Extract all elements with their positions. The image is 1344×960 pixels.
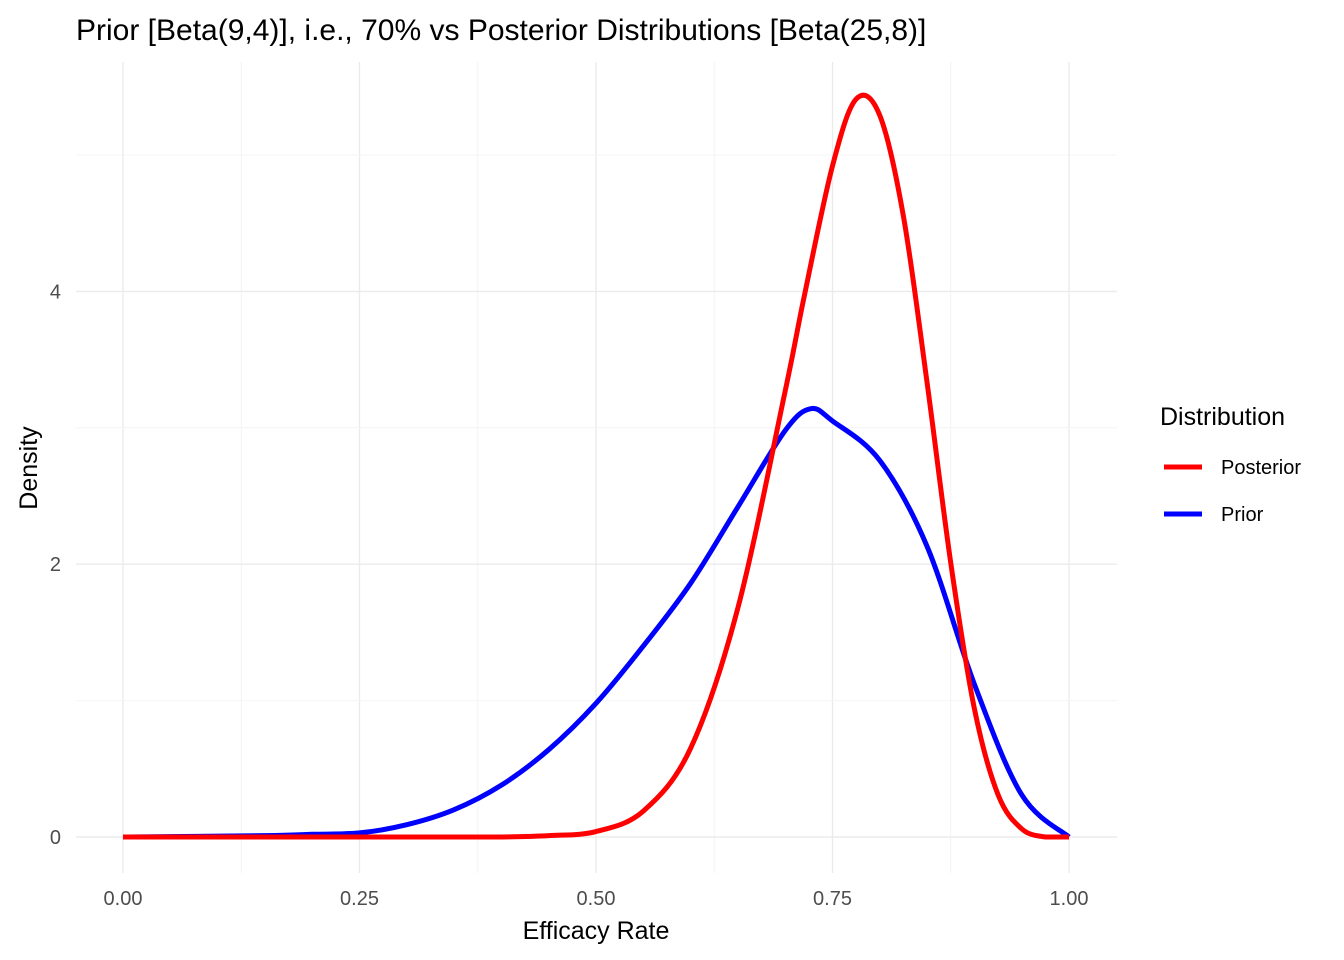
legend: Distribution Posterior Prior (1160, 403, 1301, 526)
y-tick-label: 2 (50, 554, 61, 576)
y-tick-label: 4 (50, 281, 61, 303)
x-tick-label: 1.00 (1050, 888, 1089, 910)
legend-item-prior: Prior (1164, 504, 1264, 526)
y-tick-label: 0 (50, 827, 61, 849)
legend-label-posterior: Posterior (1221, 457, 1301, 479)
series-lines (122, 92, 1071, 840)
prior-density-line (122, 405, 1071, 840)
legend-title: Distribution (1160, 403, 1285, 431)
x-tick-label: 0.25 (340, 888, 379, 910)
y-axis-title: Density (15, 426, 43, 510)
legend-item-posterior: Posterior (1164, 457, 1301, 479)
grid-lines (76, 62, 1117, 873)
legend-label-prior: Prior (1221, 504, 1264, 526)
x-tick-label: 0.75 (813, 888, 852, 910)
chart-title: Prior [Beta(9,4)], i.e., 70% vs Posterio… (76, 14, 926, 47)
tick-labels: 0.00 0.25 0.50 0.75 1.00 0 2 4 (50, 281, 1089, 910)
x-axis-title: Efficacy Rate (523, 917, 670, 945)
x-tick-label: 0.50 (577, 888, 616, 910)
x-tick-label: 0.00 (104, 888, 143, 910)
posterior-density-line (123, 92, 1069, 840)
